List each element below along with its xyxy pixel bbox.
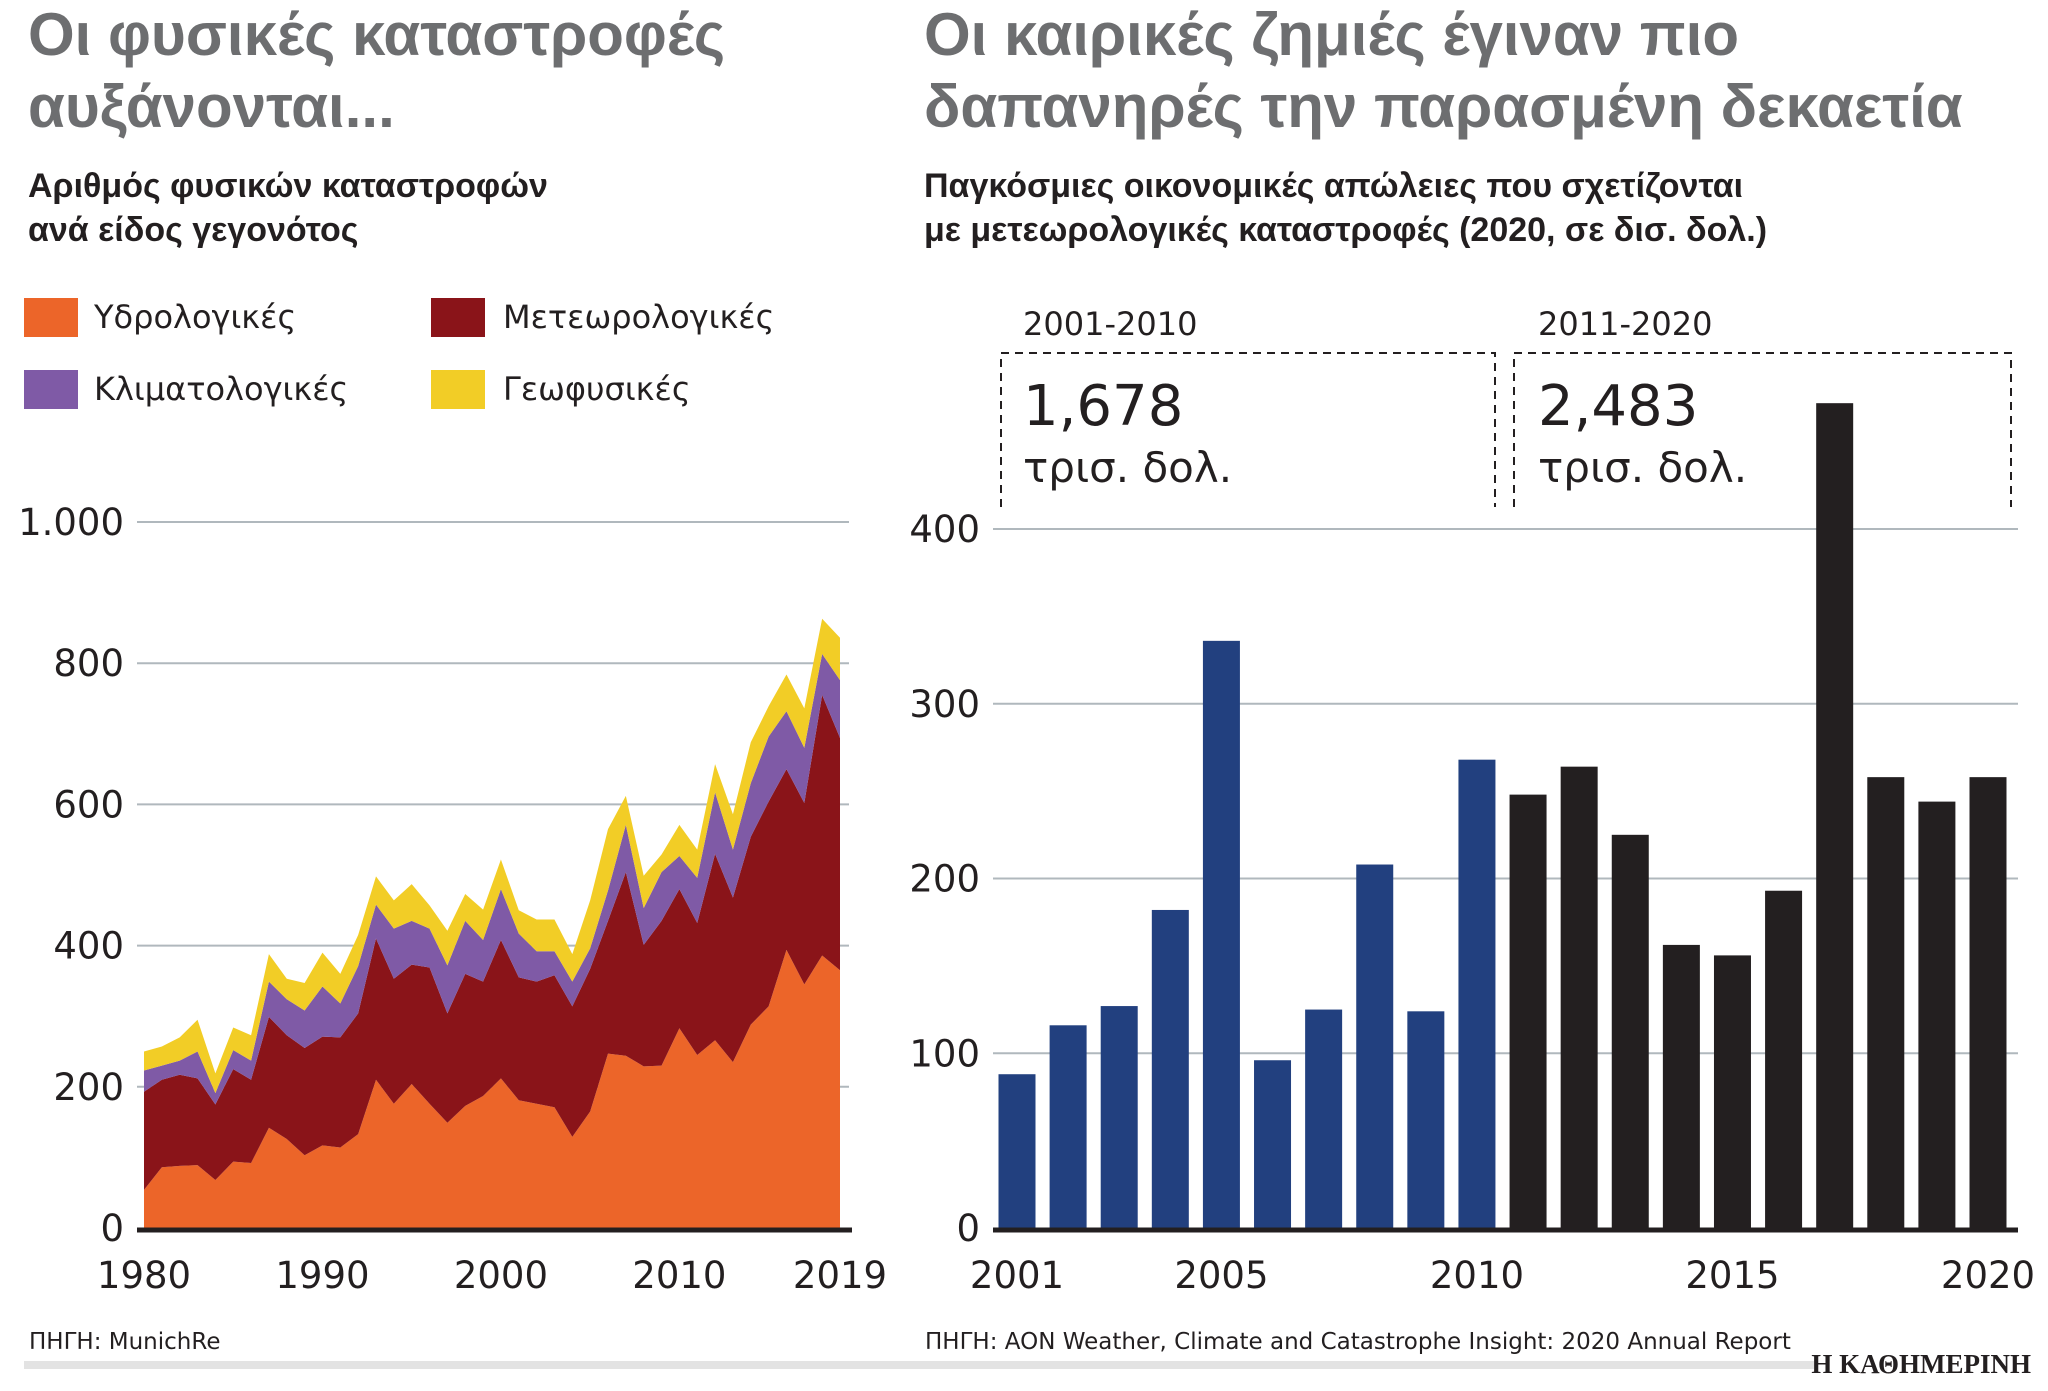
- y-tick-label: 200: [909, 858, 980, 901]
- bar-2010: [1458, 759, 1496, 1228]
- bar-2015: [1713, 955, 1751, 1228]
- left-subtitle-line-2: ανά είδος γεγονότος: [28, 211, 358, 249]
- area-series-4: [144, 618, 840, 1094]
- annotation-period: 2011-2020: [1538, 305, 1712, 343]
- y-tick-label: 400: [53, 925, 124, 968]
- bar-2005: [1202, 640, 1240, 1228]
- left-title-line-2: αυξάνονται...: [28, 73, 395, 140]
- bar-2004: [1151, 909, 1189, 1228]
- y-tick-label: 800: [53, 642, 124, 685]
- x-tick-label: 2010: [632, 1254, 726, 1297]
- bar-2016: [1765, 890, 1803, 1228]
- y-tick-label: 0: [956, 1207, 980, 1250]
- annotation-unit: τρισ. δολ.: [1538, 443, 1747, 492]
- x-tick-label: 2001: [970, 1254, 1064, 1297]
- legend-swatch-geophysical: [431, 370, 485, 409]
- bar-2009: [1407, 1011, 1445, 1228]
- x-tick-label: 2005: [1174, 1254, 1268, 1297]
- bar-2006: [1254, 1060, 1292, 1228]
- bar-chart: 0 100 200 300 400 2001 2005 2010 2015 2020: [909, 403, 2035, 1297]
- y-tick-label: 400: [909, 508, 980, 551]
- annotation-bracket: [1513, 352, 2012, 507]
- footer-rule: [24, 1361, 1814, 1369]
- y-tick-label: 100: [909, 1032, 980, 1075]
- bar-2003: [1100, 1006, 1138, 1228]
- bar-2002: [1049, 1025, 1087, 1228]
- x-tick-label: 1990: [275, 1254, 369, 1297]
- legend-label-geophysical: Γεωφυσικές: [503, 370, 691, 408]
- annotation-total: 2,483: [1538, 374, 1698, 439]
- x-tick-label: 2000: [454, 1254, 548, 1297]
- x-tick-label: 2020: [1941, 1254, 2035, 1297]
- right-subtitle-line-2: με μετεωρολογικές καταστροφές (2020, σε …: [924, 211, 1767, 249]
- legend-swatch-meteorological: [431, 298, 485, 337]
- x-tick-label: 2019: [793, 1254, 887, 1297]
- legend-swatch-hydrological: [24, 298, 78, 337]
- area-chart: 0 200 400 600 800 1.000 1980 1990 2000 2010 2019: [18, 501, 887, 1297]
- bar-2017: [1816, 403, 1854, 1228]
- annotation-unit: τρισ. δολ.: [1023, 443, 1232, 492]
- left-subtitle-line-1: Αριθμός φυσικών καταστροφών: [28, 167, 548, 205]
- bar-2013: [1611, 834, 1649, 1228]
- y-tick-label: 600: [53, 783, 124, 826]
- bar-2007: [1305, 1009, 1343, 1228]
- right-title-line-2: δαπανηρές την παρασμένη δεκαετία: [924, 73, 1963, 140]
- y-tick-label: 200: [53, 1066, 124, 1109]
- annotation-bracket: [1000, 352, 1496, 507]
- publisher-logo: Η ΚΑΘΗΜΕΡΙΝΗ: [1811, 1349, 2031, 1379]
- y-tick-label: 0: [100, 1207, 124, 1250]
- bar-2018: [1867, 777, 1905, 1228]
- bar-2019: [1918, 801, 1956, 1228]
- bar-2001: [998, 1074, 1036, 1228]
- annotation-period: 2001-2010: [1023, 305, 1197, 343]
- x-tick-label: 2015: [1685, 1254, 1779, 1297]
- left-title-line-1: Οι φυσικές καταστροφές: [28, 1, 725, 68]
- legend-label-climatological: Κλιματολογικές: [94, 370, 348, 408]
- legend: Υδρολογικές Μετεωρολογικές Κλιματολογικέ…: [24, 298, 774, 409]
- area-series-2: [144, 694, 840, 1190]
- y-tick-label: 300: [909, 683, 980, 726]
- bar-2020: [1969, 777, 2007, 1228]
- annotation-2001-2010: 2001-2010 1,678 τρισ. δολ.: [1000, 305, 1496, 507]
- y-tick-label: 1.000: [18, 501, 124, 544]
- legend-swatch-climatological: [24, 370, 78, 409]
- area-series-1: [144, 949, 840, 1228]
- left-source: ΠΗΓΗ: MunichRe: [29, 1329, 220, 1355]
- area-series-3: [144, 654, 840, 1105]
- bar-2008: [1356, 864, 1394, 1228]
- x-tick-label: 2010: [1430, 1254, 1524, 1297]
- legend-label-hydrological: Υδρολογικές: [93, 298, 296, 336]
- annotation-total: 1,678: [1023, 374, 1183, 439]
- right-source: ΠΗΓΗ: AON Weather, Climate and Catastrop…: [925, 1329, 1791, 1355]
- bar-2012: [1560, 766, 1598, 1228]
- bar-2014: [1662, 944, 1700, 1228]
- right-subtitle-line-1: Παγκόσμιες οικονομικές απώλειες που σχετ…: [924, 167, 1743, 205]
- x-tick-label: 1980: [97, 1254, 191, 1297]
- right-title-line-1: Οι καιρικές ζημιές έγιναν πιο: [924, 1, 1739, 68]
- bar-2011: [1509, 794, 1547, 1228]
- annotation-2011-2020: 2011-2020 2,483 τρισ. δολ.: [1513, 305, 2012, 507]
- legend-label-meteorological: Μετεωρολογικές: [503, 298, 774, 336]
